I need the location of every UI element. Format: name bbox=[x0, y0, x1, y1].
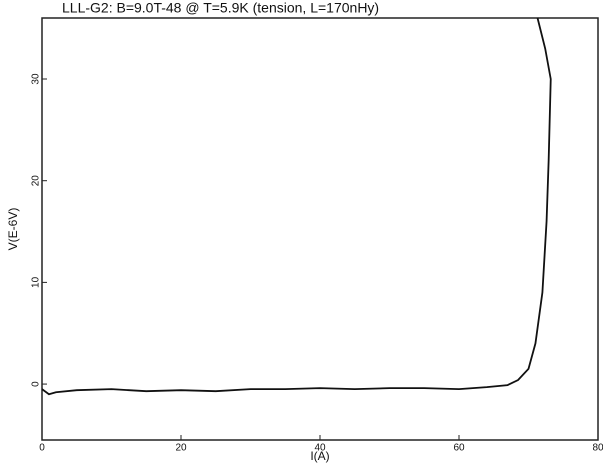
x-tick-label: 60 bbox=[453, 443, 465, 454]
x-axis-label: I(A) bbox=[310, 449, 329, 463]
x-tick-label: 20 bbox=[175, 443, 187, 454]
y-tick-label: 20 bbox=[31, 175, 42, 187]
y-tick-label: 0 bbox=[31, 381, 42, 387]
x-tick-label: 0 bbox=[39, 443, 45, 454]
data-line bbox=[41, 17, 552, 396]
y-tick-label: 30 bbox=[31, 73, 42, 85]
chart-title: LLL-G2: B=9.0T-48 @ T=5.9K (tension, L=1… bbox=[62, 0, 379, 16]
y-tick-label: 10 bbox=[31, 276, 42, 288]
y-axis-label: V(E-6V) bbox=[6, 208, 20, 251]
plot-frame bbox=[41, 17, 599, 441]
x-tick-label: 80 bbox=[592, 443, 603, 454]
x-tick-label: 40 bbox=[314, 443, 326, 454]
